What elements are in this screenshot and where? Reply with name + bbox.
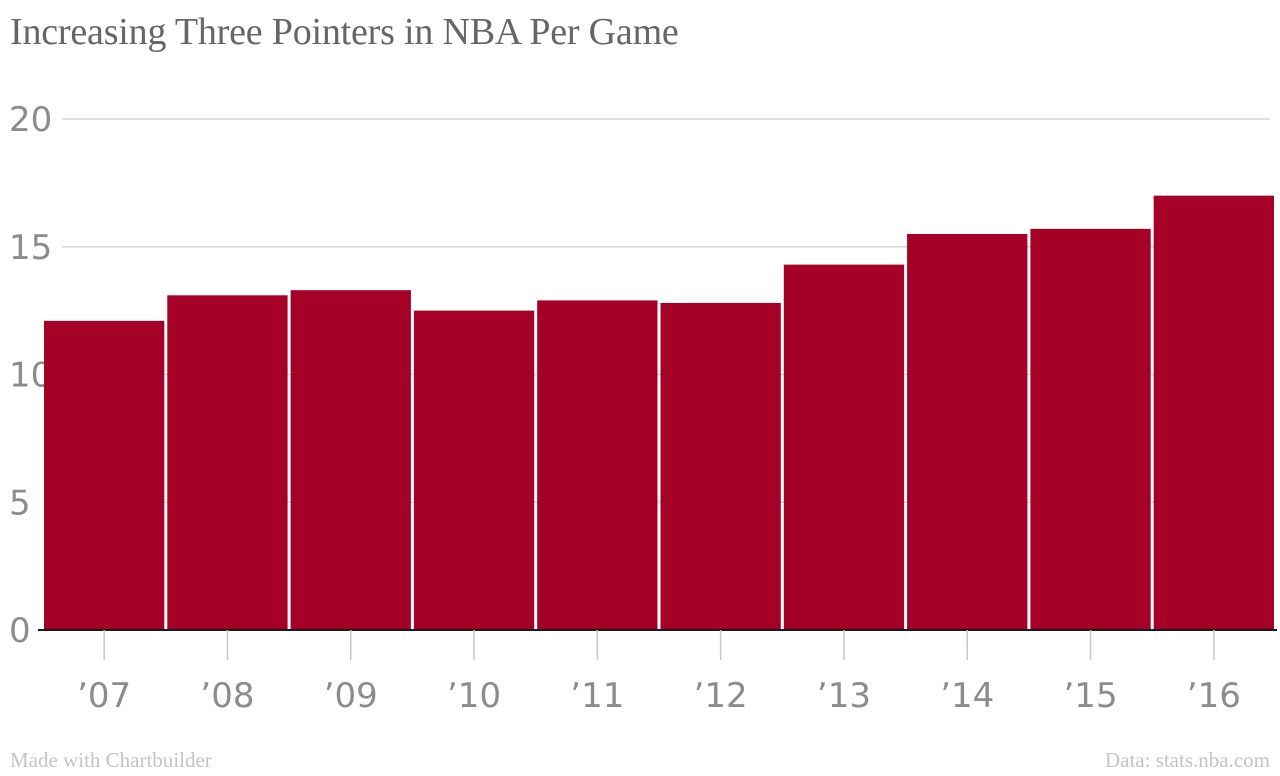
y-tick-label: 0 — [9, 611, 31, 651]
x-tick-label: ’15 — [1064, 676, 1118, 716]
x-tick-label: ’14 — [940, 676, 994, 716]
bar-0 — [44, 320, 165, 630]
bar-1 — [167, 295, 288, 630]
x-axis: ’07 ’08 ’09 ’10 ’11 ’12 ’13 ’14 ’15 ’16 — [38, 629, 1277, 716]
bars — [44, 195, 1274, 631]
data-source: Data: stats.nba.com — [1104, 748, 1270, 772]
x-tick-label: ’07 — [77, 676, 131, 716]
y-tick-label: 20 — [9, 100, 52, 140]
x-tick-label: ’13 — [817, 676, 871, 716]
x-tick-label: ’16 — [1187, 676, 1241, 716]
x-tick-label: ’12 — [694, 676, 748, 716]
bar-5 — [660, 302, 781, 630]
bar-7 — [907, 233, 1028, 630]
y-tick-label: 15 — [9, 228, 52, 268]
x-tick-label: ’09 — [324, 676, 378, 716]
x-tick-label: ’10 — [447, 676, 501, 716]
x-tick-label: ’11 — [570, 676, 624, 716]
y-tick-label: 5 — [9, 483, 31, 523]
bar-2 — [290, 290, 411, 630]
bar-6 — [783, 264, 905, 630]
chart-title: Increasing Three Pointers in NBA Per Gam… — [10, 11, 679, 53]
bar-4 — [537, 300, 658, 630]
chartbuilder-credit: Made with Chartbuilder — [10, 748, 212, 772]
bar-9 — [1153, 195, 1274, 630]
bar-8 — [1030, 228, 1151, 631]
bar-3 — [413, 310, 535, 630]
x-tick-label: ’08 — [200, 676, 254, 716]
